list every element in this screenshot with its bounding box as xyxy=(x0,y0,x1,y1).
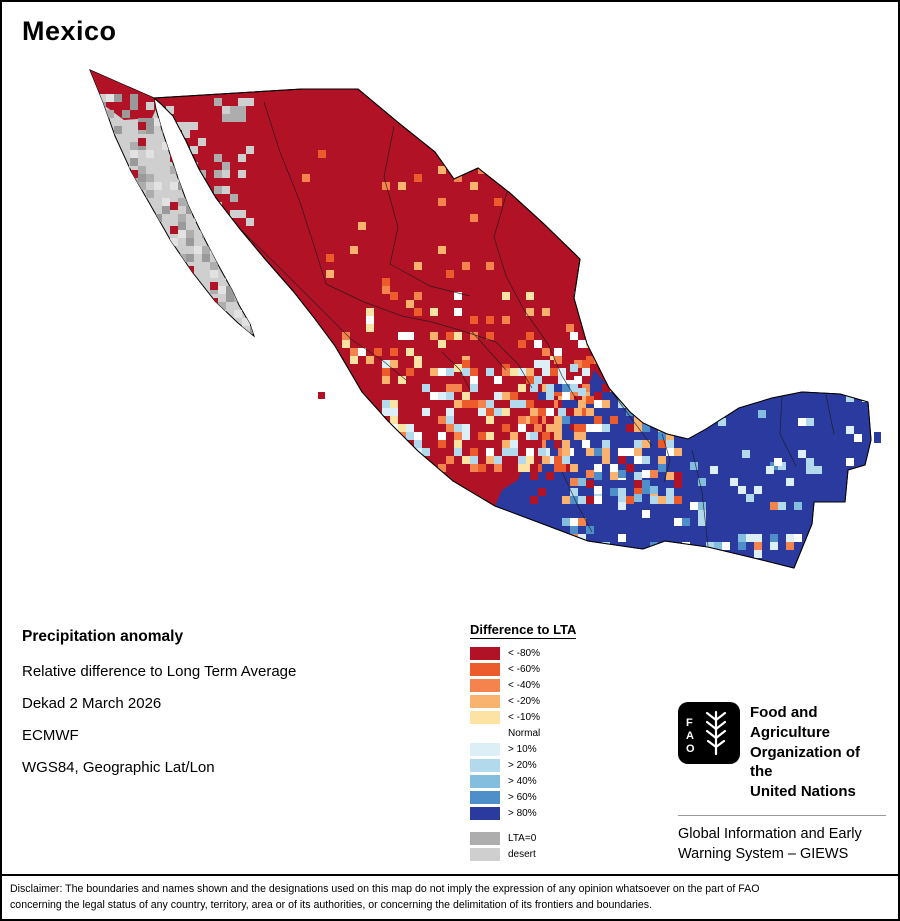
legend-item: > 10% xyxy=(470,742,680,756)
mexico-map xyxy=(89,69,881,569)
legend-label: > 10% xyxy=(508,743,537,755)
fao-block: F A O Food and Agriculture Organization … xyxy=(678,702,886,864)
fao-logo: F A O xyxy=(678,702,740,764)
legend-gap xyxy=(470,822,680,831)
fao-name-line: Food and Agriculture xyxy=(750,704,831,741)
map-info-block: Precipitation anomaly Relative differenc… xyxy=(22,628,296,791)
giews-line: Global Information and Early xyxy=(678,825,862,842)
legend-swatch xyxy=(470,847,500,861)
legend-title: Difference to LTA xyxy=(470,622,577,639)
legend-item: desert xyxy=(470,847,680,861)
info-line-source: ECMWF xyxy=(22,727,79,744)
fao-logo-icon: F A O xyxy=(678,702,740,764)
legend-label: < -10% xyxy=(508,711,540,723)
svg-text:O: O xyxy=(686,743,695,755)
disclaimer-line: concerning the legal status of any count… xyxy=(10,899,653,912)
legend-item: < -10% xyxy=(470,710,680,724)
giews-label: Global Information and Early Warning Sys… xyxy=(678,825,886,864)
svg-text:A: A xyxy=(686,730,694,742)
legend-label: desert xyxy=(508,848,536,860)
disclaimer: Disclaimer: The boundaries and names sho… xyxy=(2,874,898,919)
legend-swatch xyxy=(470,774,500,788)
legend-label: Normal xyxy=(508,727,541,739)
legend-label: LTA=0 xyxy=(508,832,537,844)
legend-label: < -80% xyxy=(508,647,540,659)
fao-name: Food and Agriculture Organization of the… xyxy=(750,702,886,802)
legend-label: > 60% xyxy=(508,791,537,803)
svg-text:F: F xyxy=(686,717,693,729)
legend-item: > 60% xyxy=(470,790,680,804)
state-boundaries xyxy=(239,101,835,547)
info-line-method: Relative difference to Long Term Average xyxy=(22,663,297,680)
legend: Difference to LTA < -80% < -60% < -40% <… xyxy=(470,621,680,863)
legend-item: > 40% xyxy=(470,774,680,788)
legend-item: LTA=0 xyxy=(470,831,680,845)
legend-label: > 20% xyxy=(508,759,537,771)
legend-label: < -40% xyxy=(508,679,540,691)
info-line-dekad: Dekad 2 March 2026 xyxy=(22,695,162,712)
legend-swatch xyxy=(470,726,500,740)
legend-swatch xyxy=(470,694,500,708)
info-line-projection: WGS84, Geographic Lat/Lon xyxy=(22,759,215,776)
legend-swatch xyxy=(470,678,500,692)
mainland-outline xyxy=(152,88,872,569)
legend-item: < -20% xyxy=(470,694,680,708)
disclaimer-line: Disclaimer: The boundaries and names sho… xyxy=(10,883,760,896)
legend-item: Normal xyxy=(470,726,680,740)
legend-swatch xyxy=(470,806,500,820)
fao-name-line: United Nations xyxy=(750,783,856,801)
legend-item: < -40% xyxy=(470,678,680,692)
cozumel-island xyxy=(874,432,881,443)
legend-swatch xyxy=(470,831,500,845)
giews-line: Warning System – GIEWS xyxy=(678,845,849,862)
legend-swatch xyxy=(470,758,500,772)
legend-item: < -60% xyxy=(470,662,680,676)
org-divider xyxy=(678,814,886,816)
legend-item: > 80% xyxy=(470,806,680,820)
baja-north-red-patch xyxy=(90,70,156,120)
legend-label: < -60% xyxy=(508,663,540,675)
legend-label: < -20% xyxy=(508,695,540,707)
legend-item: < -80% xyxy=(470,646,680,660)
legend-swatch xyxy=(470,790,500,804)
legend-swatch xyxy=(470,662,500,676)
legend-label: > 40% xyxy=(508,775,537,787)
legend-item: > 20% xyxy=(470,758,680,772)
info-heading: Precipitation anomaly xyxy=(22,628,184,645)
legend-swatch xyxy=(470,742,500,756)
legend-swatch xyxy=(470,646,500,660)
islas-marias xyxy=(318,392,325,399)
page-title: Mexico xyxy=(22,16,117,46)
legend-swatch xyxy=(470,710,500,724)
legend-label: > 80% xyxy=(508,807,537,819)
fao-name-line: Organization of the xyxy=(750,743,860,781)
